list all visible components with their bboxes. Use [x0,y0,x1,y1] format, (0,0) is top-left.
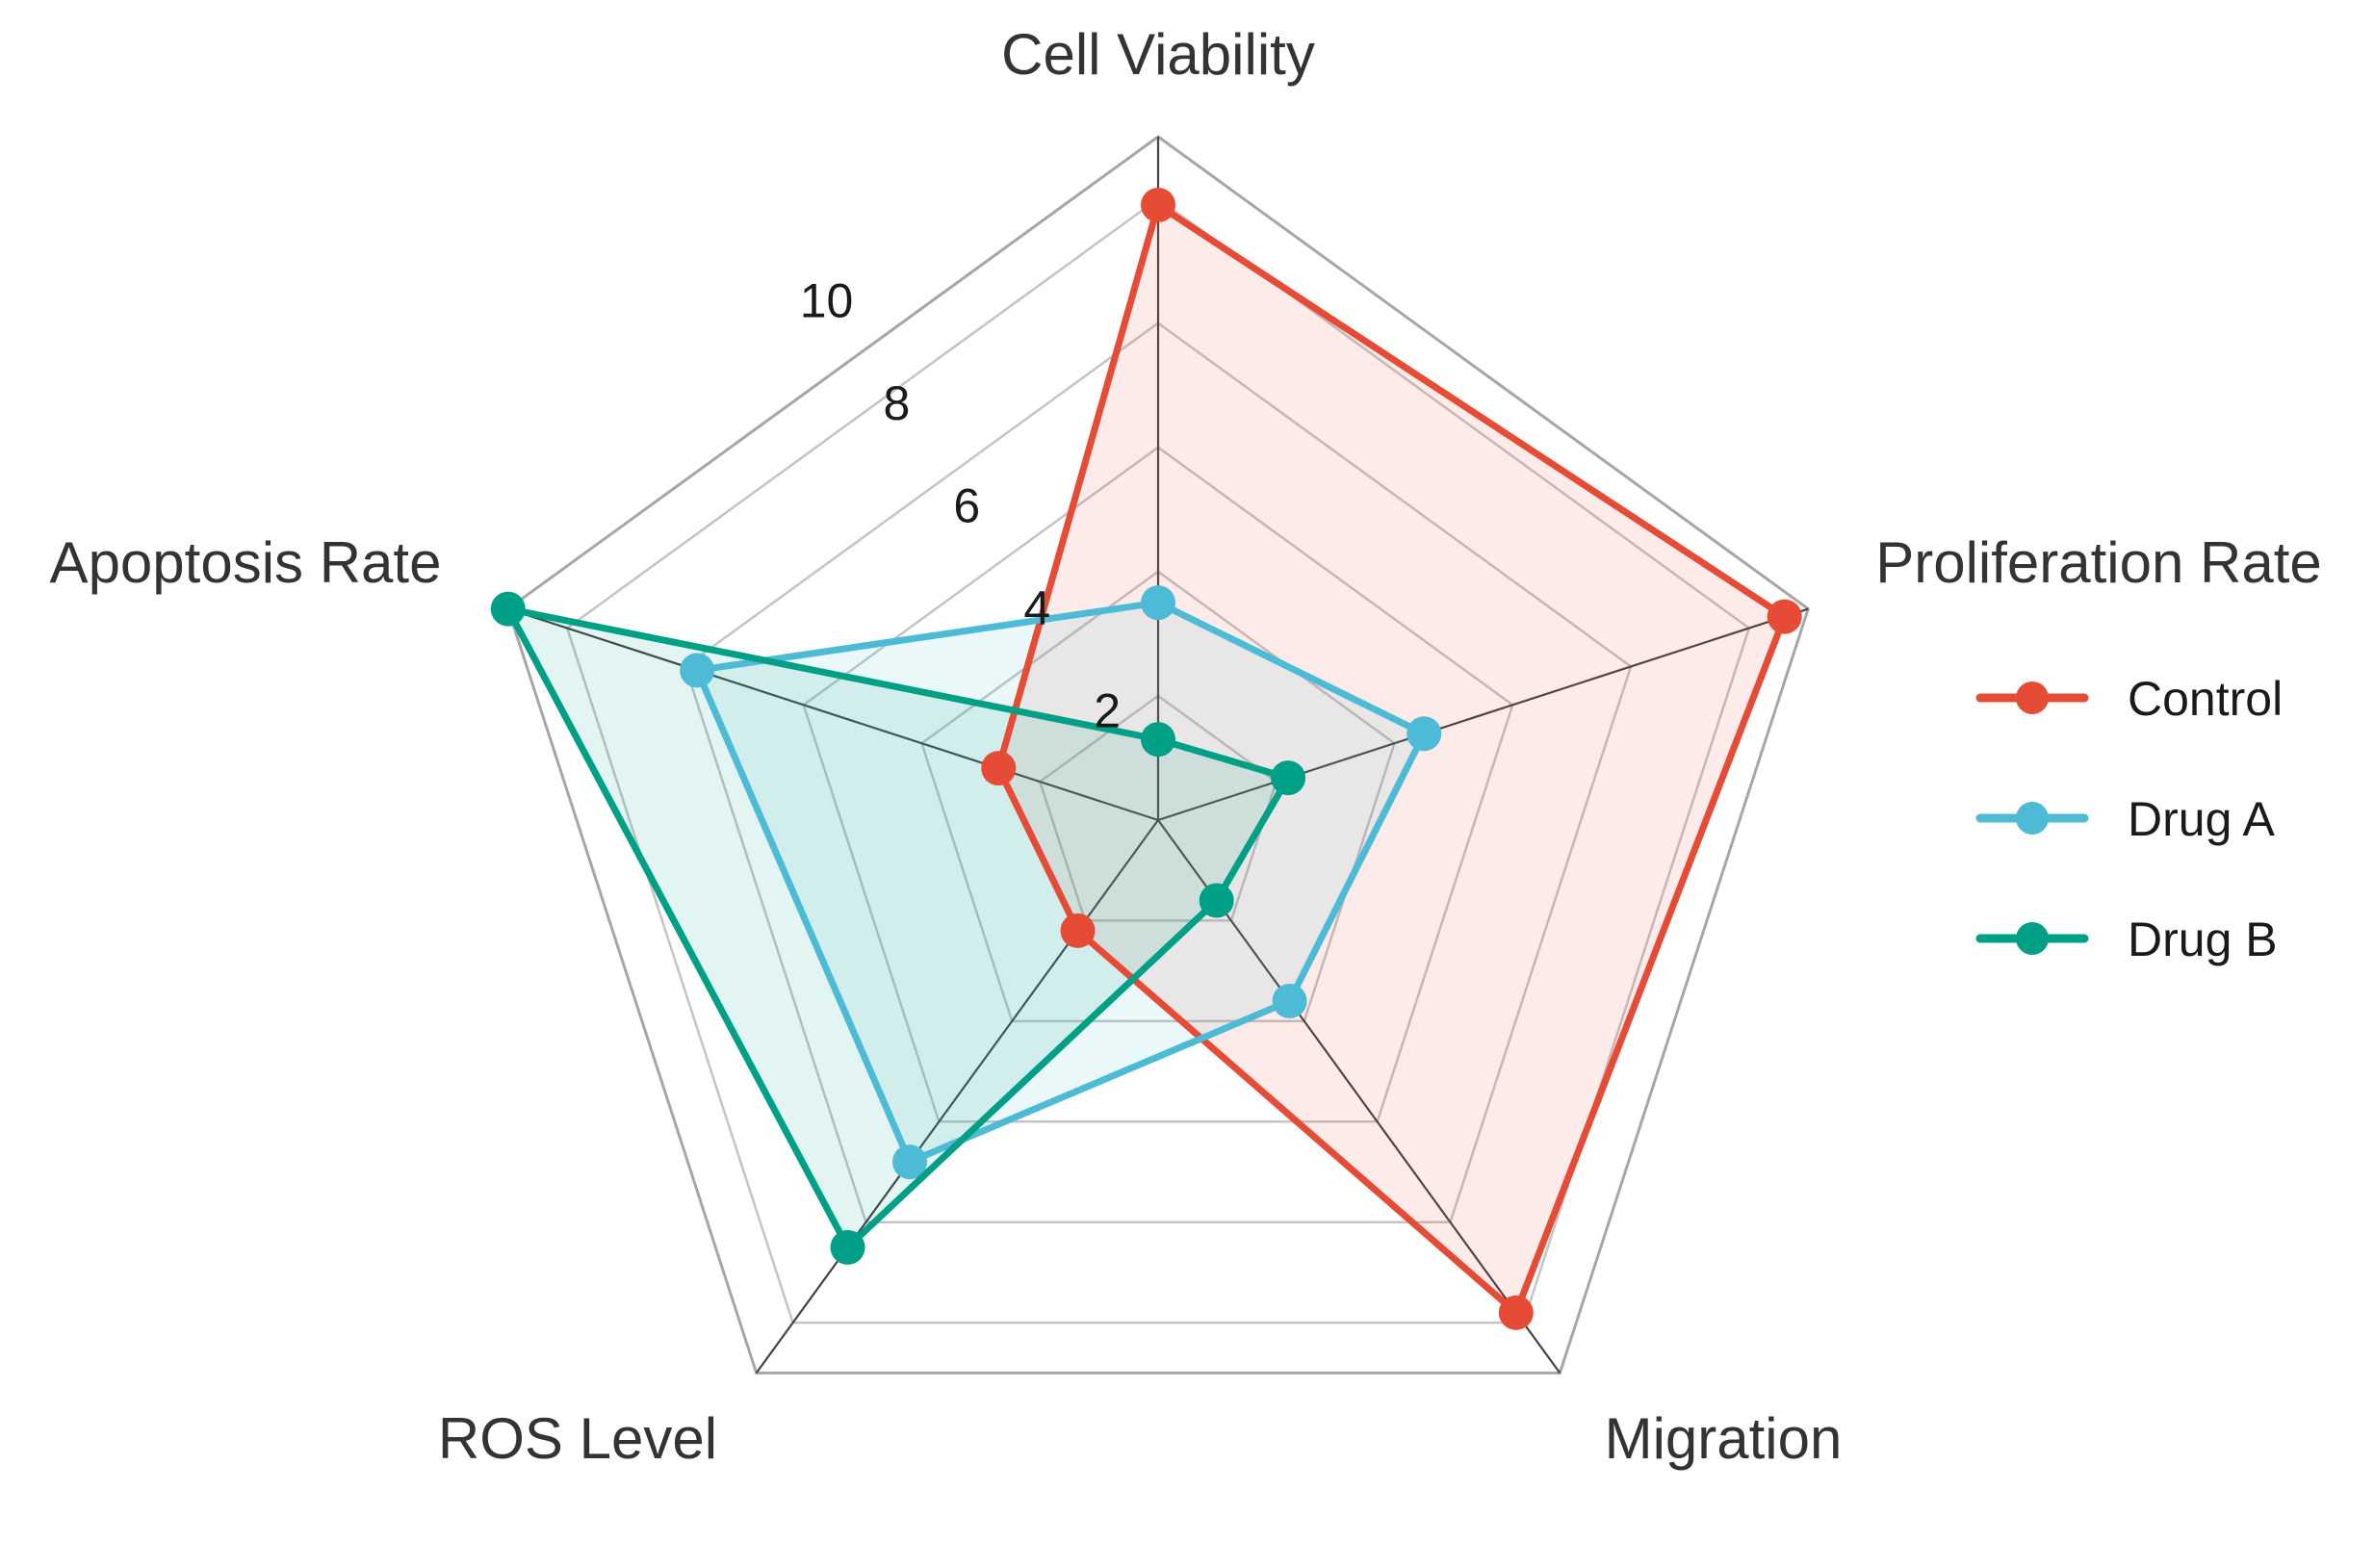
data-point-drug-b-apoptosis-rate [490,591,526,627]
series-line-drug-b [504,605,1292,1251]
data-point-drug-b-ros-level [830,1229,865,1265]
legend-label-control: Control [2128,672,2283,726]
r-tick-label: 10 [800,273,854,327]
axis-labels: Cell Viability Proliferation Rate Migrat… [50,22,2322,1471]
data-point-drug-a-cell-viability [1141,585,1175,621]
legend-marker-drug-b [2016,922,2049,955]
data-point-drug-a-ros-level [892,1144,928,1180]
legend-label-drug-a: Drug A [2128,792,2276,846]
grid-spoke [507,607,1159,822]
r-tick-label: 6 [953,478,980,532]
grid-ring [919,570,1397,1023]
series-line-control [994,201,1789,1317]
legend-label-drug-b: Drug B [2128,913,2278,966]
legend-marker-control [2016,681,2049,714]
data-point-drug-a-migration [1272,983,1307,1018]
radar-grid [505,135,1811,1375]
grid-ring [505,135,1811,1375]
data-point-drug-a-proliferation-rate [1406,716,1442,752]
data-point-control-ros-level [1060,913,1096,948]
axis-label-cell-viability: Cell Viability [1001,22,1315,87]
legend-item-drug-b: Drug B [1975,913,2278,966]
data-point-control-cell-viability [1141,188,1175,222]
series-layer [490,188,1802,1330]
axis-label-apoptosis-rate: Apoptosis Rate [50,530,442,595]
legend-item-drug-a: Drug A [1975,792,2276,846]
legend-marker-drug-a [2016,802,2049,835]
data-point-drug-b-proliferation-rate [1271,760,1306,796]
data-point-control-migration [1498,1295,1534,1330]
series-fill-drug-b [507,608,1289,1247]
legend-item-control: Control [1975,672,2283,726]
axis-label-proliferation-rate: Proliferation Rate [1875,530,2322,595]
grid-spoke [1157,607,1809,822]
data-point-drug-a-apoptosis-rate [680,653,715,688]
grid-ring [684,321,1633,1223]
data-point-control-apoptosis-rate [981,751,1017,786]
data-point-drug-b-migration [1199,883,1234,918]
r-tick-label: 4 [1023,581,1050,635]
r-tick-label: 2 [1094,683,1121,737]
data-point-drug-b-cell-viability [1141,722,1175,758]
grid-ring [565,197,1751,1324]
axis-label-migration: Migration [1605,1406,1843,1471]
r-tick-label: 8 [884,376,911,430]
grid-spoke [755,819,1159,1375]
grid-ring [802,446,1514,1123]
series-fill-drug-a [697,603,1425,1163]
data-point-control-proliferation-rate [1767,599,1802,634]
axis-label-ros-level: ROS Level [438,1406,717,1471]
series-fill-control [998,205,1785,1313]
legend: Control Drug A Drug B [1975,672,2283,966]
